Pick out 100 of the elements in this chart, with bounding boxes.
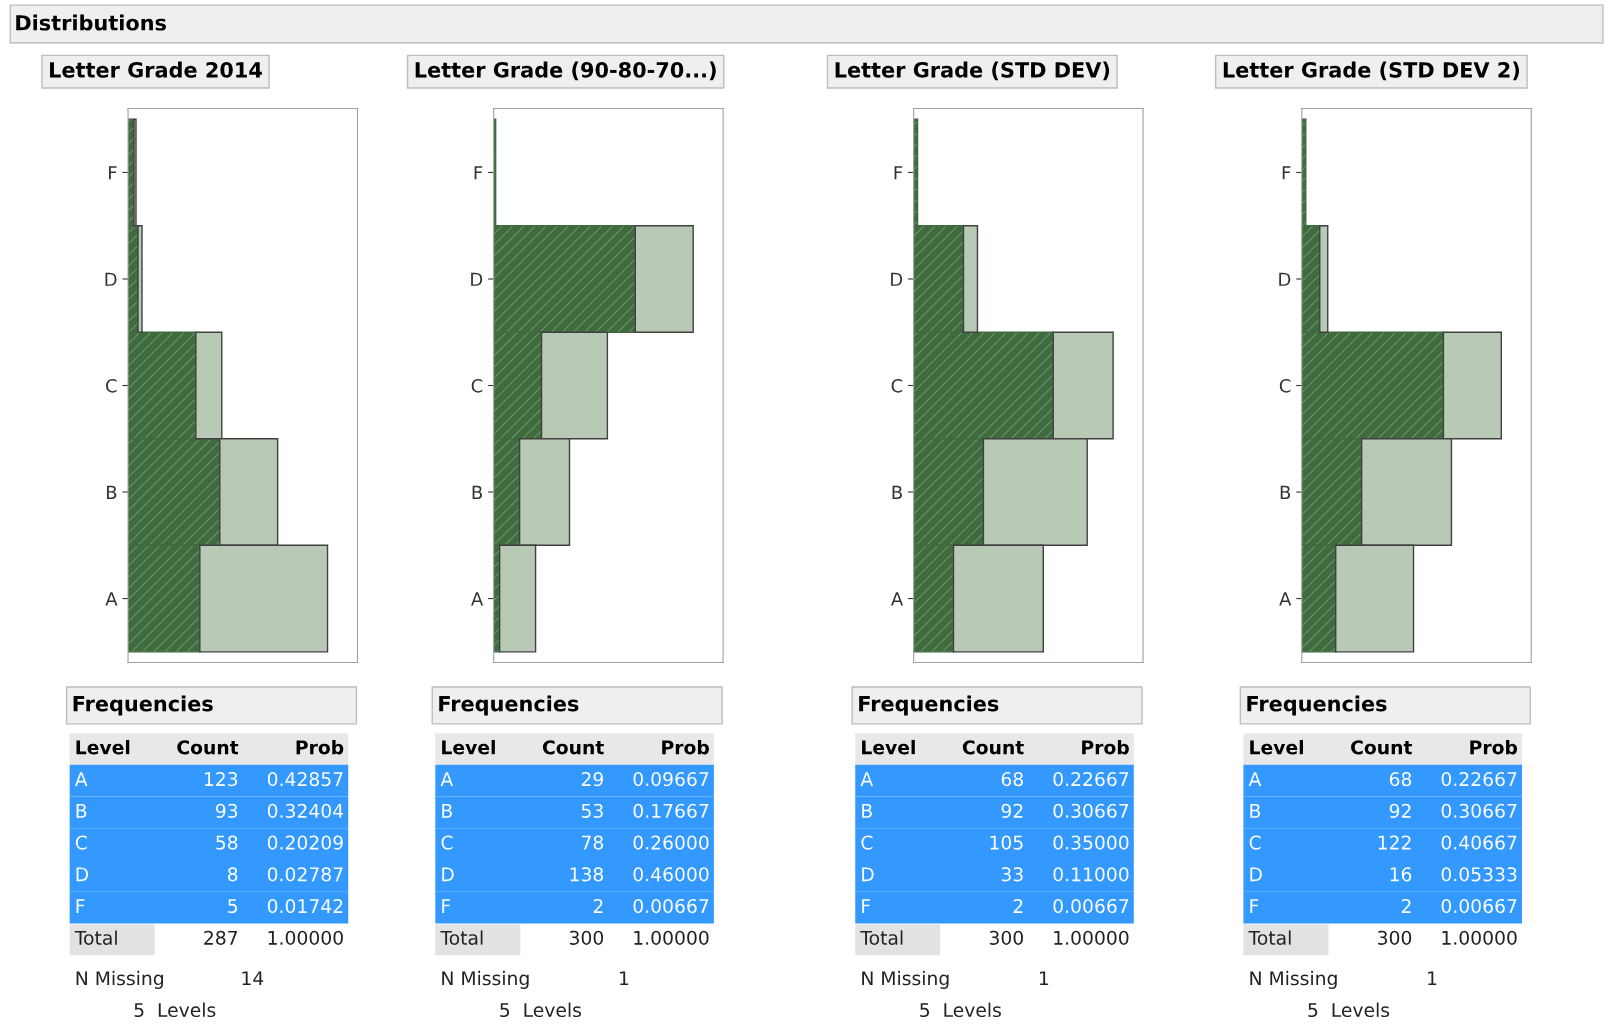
text: 1.00000 [268, 930, 343, 945]
text: 92 [1001, 803, 1023, 818]
text: 68 [1389, 772, 1412, 787]
bar [634, 225, 694, 333]
text: B [862, 803, 872, 818]
text: 0.22667 [1441, 772, 1517, 787]
text: 0.02787 [267, 867, 343, 882]
text: 5 Levels [1308, 1002, 1390, 1018]
text: 0.01742 [267, 898, 343, 914]
text: 2 [593, 898, 603, 913]
text: 2 [1401, 898, 1411, 913]
text: Level [442, 739, 495, 755]
y-tick-label: C [1279, 378, 1291, 393]
text: Frequencies [1247, 695, 1387, 716]
text: 1 [1039, 971, 1049, 986]
text: B [442, 803, 452, 818]
text: 1 [620, 971, 629, 986]
y-tick-label: A [471, 592, 484, 606]
text: 0.30667 [1053, 803, 1129, 818]
text: Count [542, 740, 604, 755]
text: 1.00000 [1054, 930, 1129, 945]
text: 5 Levels [134, 1002, 216, 1018]
y-tick-label: D [891, 272, 903, 286]
y-tick-label: D [471, 272, 483, 286]
y-tick-label: F [474, 166, 483, 180]
text: Total [74, 930, 117, 945]
y-tick-label: B [892, 485, 902, 499]
text: N Missing [862, 970, 949, 989]
text: 0.30667 [1441, 803, 1517, 818]
text: 0.20209 [267, 835, 343, 850]
text: 0.46000 [633, 867, 709, 882]
text: 0.42857 [267, 772, 343, 787]
y-tick-label: F [109, 166, 117, 180]
text: 0.32404 [267, 803, 344, 818]
text: B [1250, 803, 1261, 818]
text: 287 [204, 930, 238, 945]
text: Level [1250, 739, 1303, 755]
text: 78 [581, 835, 604, 850]
chart-title: Letter Grade (STD DEV) [835, 61, 1110, 81]
y-tick-label: B [472, 485, 482, 499]
text: 123 [204, 772, 238, 787]
text: Count [177, 740, 239, 755]
text: A [1248, 772, 1262, 786]
text: Count [962, 740, 1024, 755]
y-tick-label: D [105, 272, 117, 286]
text: A [860, 772, 874, 786]
text: Total [860, 930, 903, 945]
text: Prob [1470, 739, 1518, 755]
text: 5 [228, 899, 238, 914]
text: 0.11000 [1053, 867, 1129, 882]
text: D [76, 867, 89, 882]
text: 14 [242, 971, 264, 986]
text: C [1249, 835, 1261, 850]
text: Prob [296, 739, 344, 755]
text: Prob [662, 739, 709, 755]
text: Frequencies [73, 695, 213, 716]
text: N Missing [76, 970, 163, 989]
text: 5 Levels [500, 1002, 581, 1018]
text: 1 [1428, 971, 1437, 986]
text: C [75, 835, 87, 850]
text: 300 [1378, 930, 1412, 945]
text: D [862, 867, 874, 882]
text: 0.26000 [633, 835, 709, 850]
text: A [74, 772, 88, 786]
text: 0.00667 [633, 898, 709, 914]
bar [1319, 225, 1329, 333]
text: 8 [227, 867, 238, 882]
text: 0.05333 [1441, 867, 1517, 882]
chart-title: Letter Grade (90-80-70...) [415, 61, 716, 81]
text: 0.00667 [1441, 898, 1517, 914]
text: 92 [1389, 803, 1411, 818]
text: A [440, 772, 454, 786]
y-tick-label: B [1280, 485, 1291, 499]
y-tick-label: C [891, 378, 903, 393]
text: 300 [569, 930, 604, 945]
text: D [1250, 867, 1262, 882]
text: 105 [990, 835, 1023, 850]
y-tick-label: C [471, 378, 483, 393]
text: Total [440, 930, 483, 945]
text: 0.00667 [1053, 898, 1129, 914]
text: N Missing [442, 970, 529, 989]
text: 93 [215, 803, 238, 818]
chart-title: Letter Grade (STD DEV 2) [1223, 61, 1520, 81]
text: 53 [581, 803, 603, 818]
chart-title: Letter Grade 2014 [50, 61, 262, 78]
text: F [76, 899, 85, 913]
text: 68 [1001, 772, 1023, 787]
text: 300 [989, 930, 1023, 945]
text: Distributions [16, 14, 166, 31]
y-tick-label: F [1282, 166, 1291, 180]
y-tick-label: D [1279, 272, 1291, 286]
text: Frequencies [859, 695, 999, 716]
y-tick-label: A [1279, 592, 1292, 606]
text: C [861, 835, 873, 850]
text: 0.40667 [1441, 835, 1517, 850]
text: 0.35000 [1053, 835, 1129, 850]
text: 33 [1001, 867, 1023, 882]
text: 122 [1378, 835, 1411, 850]
text: Count [1351, 740, 1412, 755]
text: 29 [581, 772, 603, 787]
